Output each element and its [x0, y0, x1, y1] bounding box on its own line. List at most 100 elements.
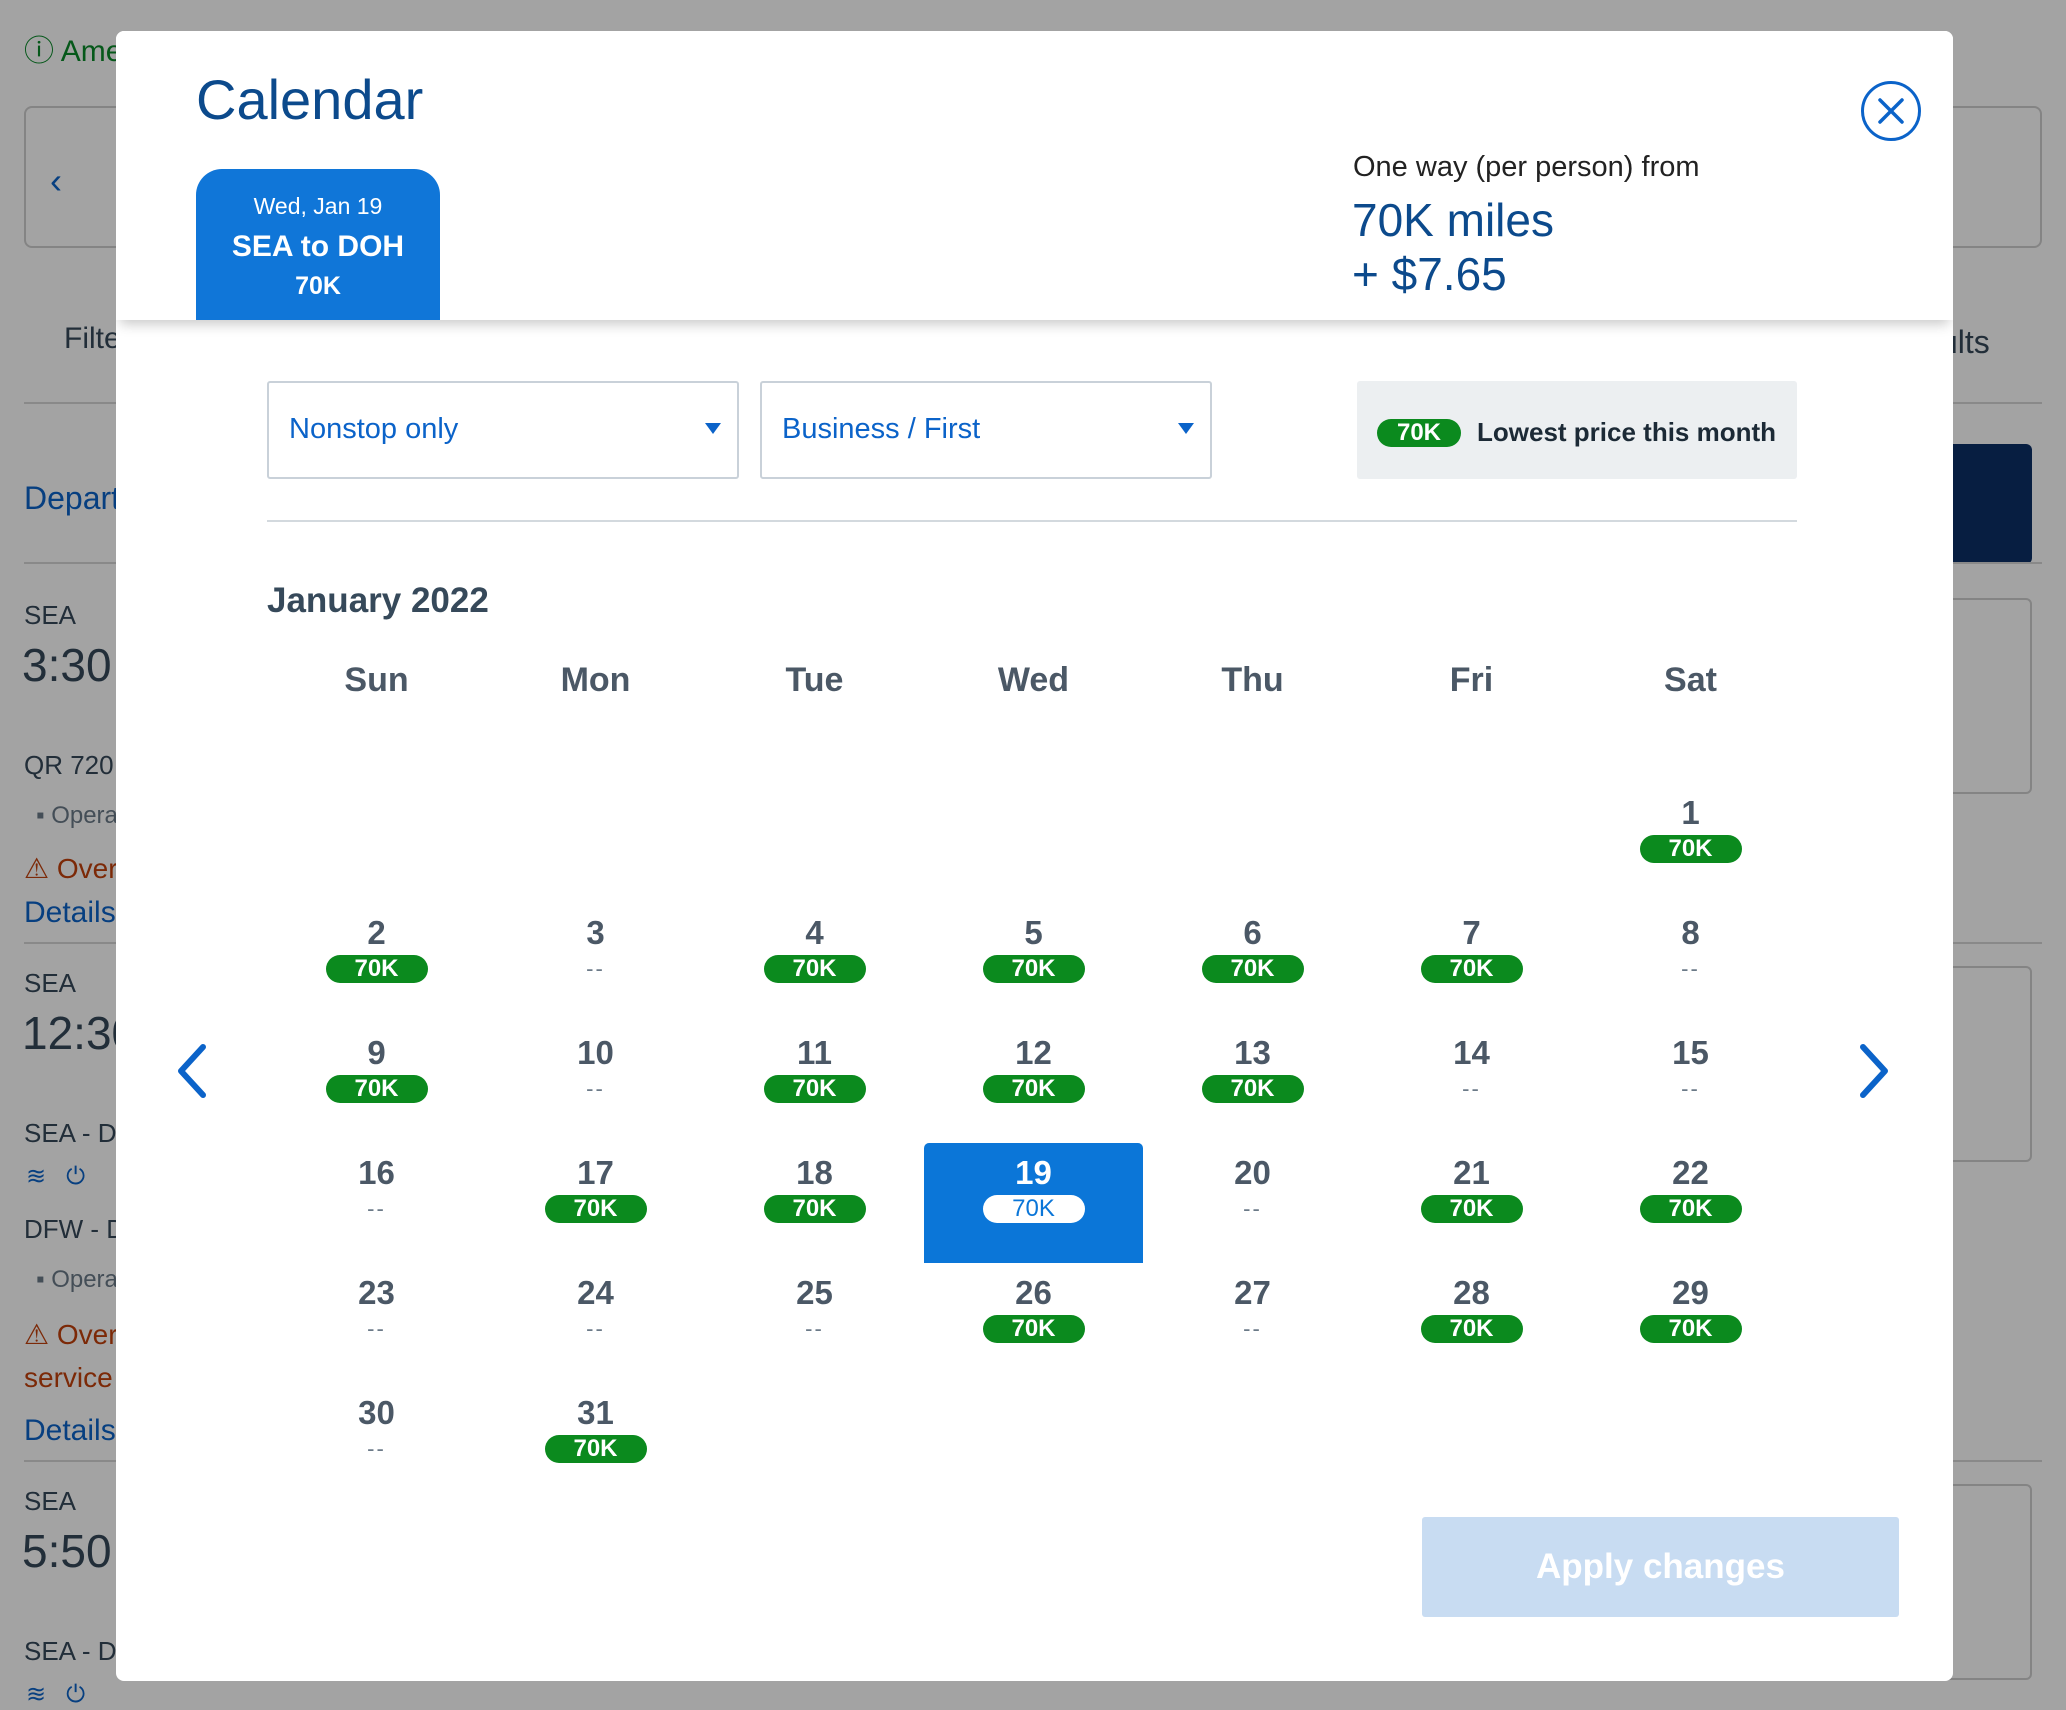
day-number: 27: [1234, 1274, 1271, 1311]
day-number: 13: [1234, 1034, 1271, 1071]
day-no-price: --: [586, 1316, 605, 1341]
alert-circle-icon: ⓘ: [24, 35, 54, 68]
overnight-warning: ⚠ Over: [24, 853, 118, 884]
divider: [267, 520, 1797, 522]
chevron-right-icon: [1860, 1044, 1888, 1098]
amenity-icons: ≋ ⏻: [26, 1680, 85, 1709]
calendar-day[interactable]: 21 70K: [1362, 1143, 1581, 1263]
calendar-day: 15 --: [1581, 1023, 1800, 1143]
day-number: 9: [367, 1034, 386, 1071]
chevron-left-icon: [178, 1044, 206, 1098]
calendar-day-selected[interactable]: 19 70K: [924, 1143, 1143, 1263]
modal-title: Calendar: [196, 68, 424, 131]
stops-dropdown-value: Nonstop only: [289, 413, 459, 445]
close-icon: [1878, 98, 1904, 124]
calendar-day[interactable]: 28 70K: [1362, 1263, 1581, 1383]
flight-origin: SEA: [24, 600, 77, 630]
calendar-day[interactable]: 13 70K: [1143, 1023, 1362, 1143]
day-number: 8: [1681, 914, 1700, 951]
calendar-day: 10 --: [486, 1023, 705, 1143]
day-price: 70K: [1639, 1195, 1742, 1223]
day-price: 70K: [982, 955, 1085, 983]
legend-pill: 70K: [1377, 419, 1461, 447]
trip-price: 70K: [295, 272, 341, 300]
day-price: 70K: [1420, 955, 1523, 983]
day-price: 70K: [763, 955, 866, 983]
day-no-price: --: [586, 1076, 605, 1101]
day-number: 4: [805, 914, 824, 951]
weekday-wed: Wed: [997, 661, 1070, 699]
flight-segment: SEA - DF: [24, 1636, 133, 1666]
calendar-day: 25 --: [705, 1263, 924, 1383]
power-outlet-icon: ⏻: [66, 1163, 86, 1190]
calendar-day[interactable]: 11 70K: [705, 1023, 924, 1143]
day-number: 14: [1453, 1034, 1490, 1071]
cabin-dropdown[interactable]: Business / First: [760, 381, 1212, 479]
day-price: 70K: [1201, 1075, 1304, 1103]
day-number: 18: [796, 1154, 833, 1191]
caret-down-icon: [1178, 423, 1194, 434]
modal-header: Calendar Wed, Jan 19 SEA to DOH 70K One …: [116, 31, 1953, 320]
details-link[interactable]: Details: [24, 1414, 116, 1447]
day-price: 70K: [982, 1315, 1085, 1343]
calendar-day[interactable]: 1 70K: [1581, 783, 1800, 903]
stops-dropdown[interactable]: Nonstop only: [267, 381, 739, 479]
weekday-sat: Sat: [1664, 661, 1717, 699]
warning-triangle-icon: ⚠: [24, 853, 50, 884]
day-number: 24: [577, 1274, 614, 1311]
calendar-day[interactable]: 2 70K: [267, 903, 486, 1023]
wifi-icon: ≋: [26, 1163, 47, 1190]
trip-tab[interactable]: Wed, Jan 19 SEA to DOH 70K: [196, 169, 440, 320]
calendar-day: 24 --: [486, 1263, 705, 1383]
close-button[interactable]: [1861, 81, 1921, 141]
day-no-price: --: [1681, 1076, 1700, 1101]
day-number: 20: [1234, 1154, 1271, 1191]
operated-by: ▪ Opera: [36, 1266, 118, 1293]
next-month-button[interactable]: [1844, 1031, 1904, 1111]
calendar-day: 20 --: [1143, 1143, 1362, 1263]
calendar-day[interactable]: 22 70K: [1581, 1143, 1800, 1263]
day-number: 5: [1024, 914, 1043, 951]
calendar-day: 16 --: [267, 1143, 486, 1263]
day-number: 15: [1672, 1034, 1709, 1071]
weekday-tue: Tue: [785, 661, 844, 699]
calendar-day[interactable]: 17 70K: [486, 1143, 705, 1263]
calendar-day[interactable]: 7 70K: [1362, 903, 1581, 1023]
day-price: 70K: [1201, 955, 1304, 983]
day-no-price: --: [1243, 1316, 1262, 1341]
alert-text: Ame: [60, 35, 123, 68]
calendar-day: 27 --: [1143, 1263, 1362, 1383]
day-price: 70K: [1420, 1315, 1523, 1343]
day-no-price: --: [367, 1436, 386, 1461]
back-chevron-icon[interactable]: ‹: [50, 160, 62, 201]
calendar-day[interactable]: 4 70K: [705, 903, 924, 1023]
calendar-day[interactable]: 12 70K: [924, 1023, 1143, 1143]
calendar-day[interactable]: 6 70K: [1143, 903, 1362, 1023]
day-price: 70K: [1639, 835, 1742, 863]
weekday-fri: Fri: [1449, 661, 1494, 699]
calendar-day[interactable]: 18 70K: [705, 1143, 924, 1263]
apply-changes-button[interactable]: Apply changes: [1422, 1517, 1899, 1617]
calendar-day[interactable]: 29 70K: [1581, 1263, 1800, 1383]
day-no-price: --: [586, 956, 605, 981]
day-no-price: --: [367, 1316, 386, 1341]
day-number: 11: [797, 1034, 832, 1071]
cabin-dropdown-value: Business / First: [782, 413, 981, 445]
details-link[interactable]: Details: [24, 896, 116, 929]
legend-text: Lowest price this month: [1477, 417, 1777, 447]
filter-button[interactable]: Filte: [64, 322, 121, 355]
day-price: 70K: [544, 1195, 647, 1223]
calendar-day: 14 --: [1362, 1023, 1581, 1143]
departure-heading: Depart: [24, 480, 121, 516]
day-no-price: --: [367, 1196, 386, 1221]
flight-origin: SEA: [24, 968, 77, 998]
prev-month-button[interactable]: [162, 1031, 222, 1111]
calendar-day[interactable]: 31 70K: [486, 1383, 705, 1503]
calendar-day[interactable]: 5 70K: [924, 903, 1143, 1023]
day-number: 10: [577, 1034, 614, 1071]
operated-by: ▪ Opera: [36, 802, 118, 829]
day-number: 7: [1462, 914, 1481, 951]
calendar-day[interactable]: 9 70K: [267, 1023, 486, 1143]
trip-date: Wed, Jan 19: [253, 193, 383, 219]
calendar-day[interactable]: 26 70K: [924, 1263, 1143, 1383]
